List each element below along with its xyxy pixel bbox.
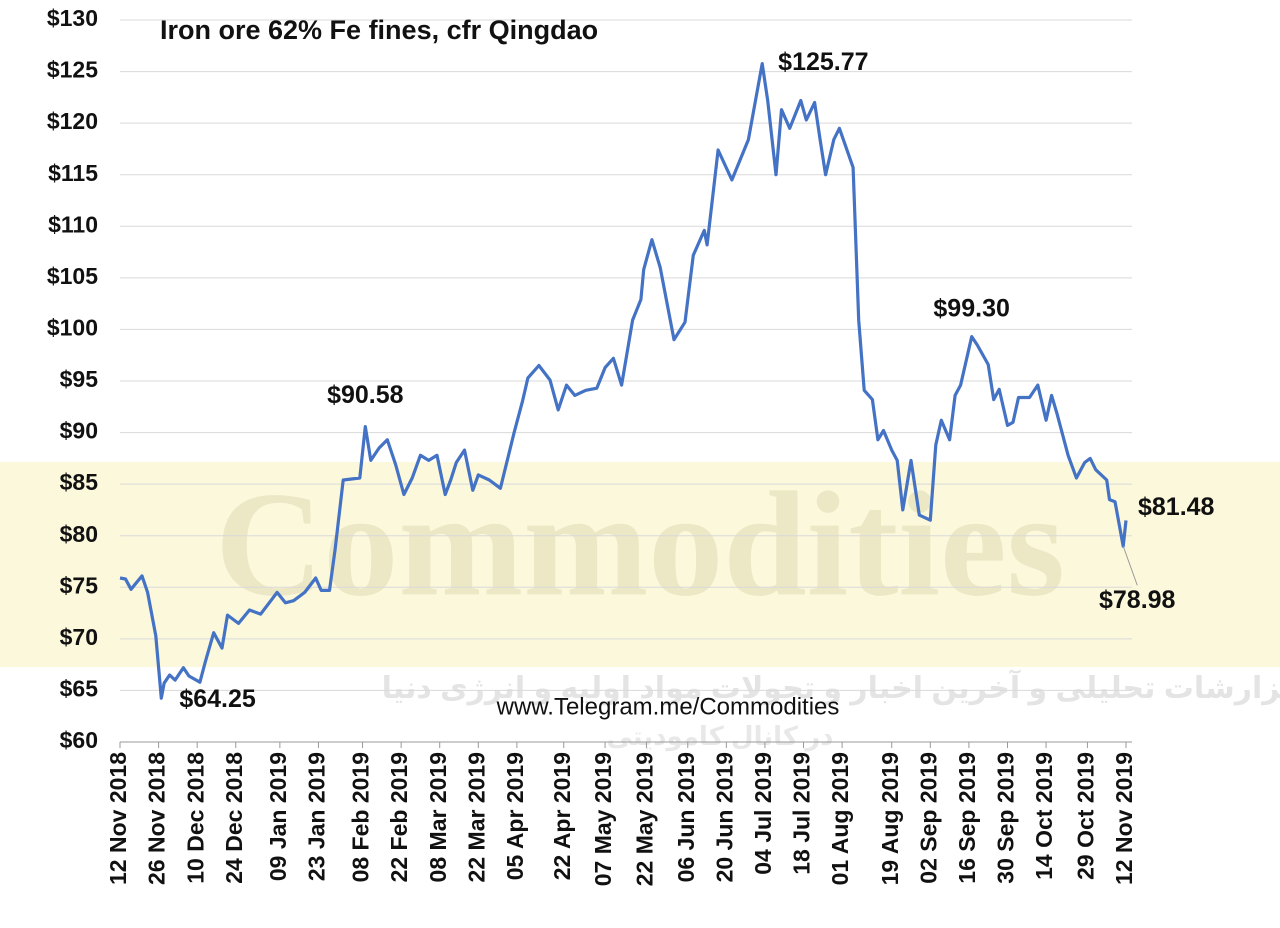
price-line bbox=[119, 62, 1128, 700]
x-tick-label: 23 Jan 2019 bbox=[304, 752, 330, 881]
annotation: $125.77 bbox=[778, 48, 868, 76]
x-tick-label: 22 Apr 2019 bbox=[549, 752, 575, 880]
x-tick-label: 22 May 2019 bbox=[632, 752, 658, 886]
x-tick-label: 26 Nov 2018 bbox=[144, 752, 170, 885]
y-tick-label: $95 bbox=[60, 366, 99, 392]
x-tick-label: 06 Jun 2019 bbox=[673, 752, 699, 882]
x-tick-label: 20 Jun 2019 bbox=[711, 752, 737, 882]
y-tick-label: $65 bbox=[60, 676, 99, 702]
x-tick-label: 18 Jul 2019 bbox=[789, 752, 815, 875]
x-tick-label: 10 Dec 2018 bbox=[182, 752, 208, 884]
x-tick-label: 16 Sep 2019 bbox=[954, 752, 980, 884]
x-tick-label: 30 Sep 2019 bbox=[993, 752, 1019, 884]
x-tick-label: 12 Nov 2018 bbox=[105, 752, 131, 885]
x-tick-label: 22 Mar 2019 bbox=[463, 752, 489, 882]
watermark-subtitle-2: در کانال کامودیتی bbox=[606, 721, 833, 752]
y-tick-label: $100 bbox=[47, 315, 98, 341]
x-tick-label: 07 May 2019 bbox=[590, 752, 616, 886]
annotation: $81.48 bbox=[1138, 493, 1215, 521]
y-tick-label: $120 bbox=[47, 108, 98, 134]
annotation: $90.58 bbox=[327, 381, 404, 409]
x-tick-label: 29 Oct 2019 bbox=[1072, 752, 1098, 880]
x-tick-label: 08 Mar 2019 bbox=[425, 752, 451, 882]
x-tick-label: 05 Apr 2019 bbox=[502, 752, 528, 880]
y-tick-label: $60 bbox=[60, 727, 98, 753]
x-tick-label: 09 Jan 2019 bbox=[265, 752, 291, 881]
annotation: $78.98 bbox=[1099, 586, 1176, 614]
y-tick-label: $85 bbox=[60, 469, 99, 495]
annotation: $99.30 bbox=[933, 294, 1009, 322]
x-tick-label: 14 Oct 2019 bbox=[1031, 752, 1057, 880]
y-tick-label: $75 bbox=[60, 572, 99, 598]
x-tick-label: 22 Feb 2019 bbox=[386, 752, 412, 882]
chart-title: Iron ore 62% Fe fines, cfr Qingdao bbox=[160, 15, 598, 45]
annotation-leader bbox=[1122, 546, 1138, 586]
x-tick-label: 08 Feb 2019 bbox=[348, 752, 374, 882]
plot bbox=[119, 62, 1138, 700]
annotation: $64.25 bbox=[179, 685, 256, 713]
y-tick-label: $105 bbox=[47, 263, 98, 289]
x-tick-label: 19 Aug 2019 bbox=[877, 752, 903, 885]
y-tick-label: $80 bbox=[60, 521, 98, 547]
x-tick-label: 01 Aug 2019 bbox=[827, 752, 853, 885]
x-tick-label: 12 Nov 2019 bbox=[1111, 752, 1137, 885]
y-tick-label: $125 bbox=[47, 57, 98, 83]
x-tick-label: 02 Sep 2019 bbox=[915, 752, 941, 884]
watermark-subtitle: گزارشات تحلیلی و آخرین اخبار و تحولات مو… bbox=[382, 669, 1280, 706]
source: www.Telegram.me/Commodities bbox=[496, 693, 840, 720]
x-tick-label: 04 Jul 2019 bbox=[750, 752, 776, 875]
y-tick-label: $90 bbox=[60, 418, 98, 444]
grid bbox=[119, 19, 1132, 748]
x-tick-label: 24 Dec 2018 bbox=[221, 752, 247, 884]
y-tick-label: $70 bbox=[60, 624, 98, 650]
watermark: Commodities bbox=[215, 461, 1065, 627]
y-tick-label: $130 bbox=[47, 5, 98, 31]
y-tick-label: $110 bbox=[48, 211, 98, 237]
y-tick-label: $115 bbox=[48, 160, 98, 186]
